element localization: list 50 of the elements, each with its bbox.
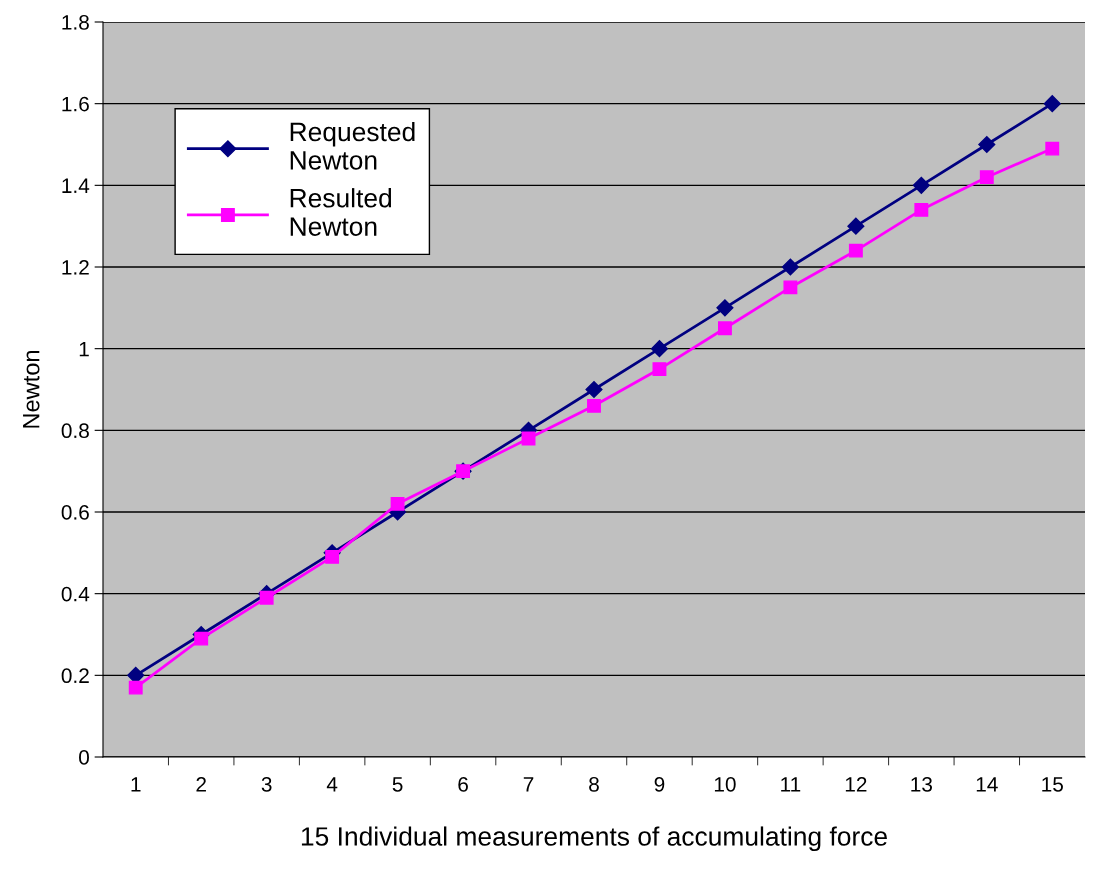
x-tick-label: 13 [911,776,933,792]
x-axis-title: 15 Individual measurements of accumulating force [301,826,887,852]
point [914,202,929,217]
legend-label: Resulted Newton [290,188,392,236]
point [259,590,274,605]
y-tick-label: 0 [79,750,89,765]
x-tick-label: 11 [781,777,801,792]
point [194,631,209,646]
point [1043,95,1061,113]
point [783,280,798,295]
y-tick-label: 1.2 [62,260,89,275]
point [587,398,601,413]
x-tick-label: 12 [845,776,867,792]
legend-label: Requested Newton [290,121,415,170]
point [847,217,865,235]
point [979,170,994,185]
point [978,135,996,154]
y-tick-label: 0.8 [61,423,89,439]
y-tick-label: 1.6 [62,96,89,112]
x-tick-label: 5 [392,777,403,792]
point [585,380,603,399]
y-tick-label: 1.4 [62,178,90,193]
y-tick-label: 0.6 [61,505,89,520]
x-tick-label: 3 [261,776,272,792]
x-tick-label: 14 [976,777,998,792]
x-tick-label: 4 [326,777,338,792]
point [1045,141,1060,156]
point [390,496,405,511]
point [325,549,340,564]
y-axis-title: Newton [23,351,40,428]
x-tick-label: 1 [131,777,141,792]
x-tick-label: 2 [196,776,206,792]
point [650,340,669,358]
y-tick-label: 1 [79,341,89,357]
x-tick-label: 10 [714,776,736,792]
x-tick-label: 15 [1042,777,1063,792]
x-tick-label: 9 [654,776,665,792]
point [848,243,863,258]
point [912,176,930,194]
y-tick-label: 0.4 [61,586,90,602]
x-tick-label: 8 [589,776,599,792]
point [128,680,143,695]
y-tick-label: 1.8 [62,15,89,30]
x-tick-label: 7 [523,777,534,792]
point [652,362,667,377]
point [716,299,734,317]
point [781,258,799,276]
x-tick-label: 6 [458,776,468,792]
point [717,321,732,336]
y-tick-label: 0.2 [61,668,89,684]
